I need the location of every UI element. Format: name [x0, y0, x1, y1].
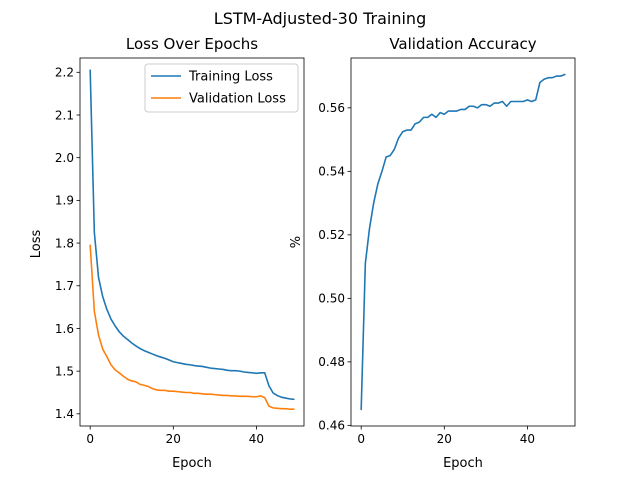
loss-chart-title: Loss Over Epochs	[126, 35, 258, 53]
y-tick-label: 0.50	[318, 292, 345, 306]
x-tick-label: 0	[357, 432, 365, 446]
y-tick-label: 0.48	[318, 355, 345, 369]
y-tick-label: 1.9	[55, 194, 74, 208]
series-line-training-loss	[89, 69, 295, 401]
y-tick-label: 0.52	[318, 228, 345, 242]
accuracy-chart-frame	[350, 57, 576, 427]
y-tick-label: 0.56	[318, 101, 345, 115]
legend: Training Loss Validation Loss	[144, 63, 299, 113]
loss-chart-ylabel: Loss	[29, 230, 44, 259]
y-tick-label: 2.1	[55, 108, 74, 122]
x-tick-label: 40	[249, 432, 264, 446]
x-tick-label: 20	[166, 432, 181, 446]
y-tick-label: 0.54	[318, 165, 345, 179]
x-tick-label: 20	[437, 432, 452, 446]
loss-chart-frame	[79, 57, 305, 427]
loss-chart-xlabel: Epoch	[172, 456, 212, 471]
loss-chart: Loss Over Epochs Epoch Loss 0 20 40 1.4 1.5 1…	[29, 35, 305, 471]
figure-title: LSTM-Adjusted-30 Training	[214, 9, 426, 28]
y-tick-label: 2.0	[55, 151, 74, 165]
y-tick-label: 1.7	[55, 279, 74, 293]
loss-chart-ticks: 0 20 40 1.4 1.5 1.6 1.7 1.8 1.9 2.0 2.1 2.2	[55, 66, 264, 446]
series-line-validation-loss	[89, 244, 295, 410]
y-tick-label: 1.8	[55, 236, 74, 250]
legend-label-validation-loss: Validation Loss	[189, 92, 286, 107]
y-tick-label: 1.5	[55, 364, 74, 378]
y-tick-label: 1.4	[55, 407, 74, 421]
legend-box	[144, 63, 299, 113]
accuracy-chart-xlabel: Epoch	[443, 456, 483, 471]
series-line-accuracy	[360, 73, 566, 411]
y-tick-label: 2.2	[55, 66, 74, 80]
accuracy-chart-ticks: 0 20 40 0.46 0.48 0.50 0.52 0.54 0.56	[318, 101, 535, 446]
accuracy-chart-ylabel: %	[289, 236, 304, 248]
y-tick-label: 0.46	[318, 419, 345, 433]
accuracy-chart-title: Validation Accuracy	[389, 35, 536, 53]
legend-label-training-loss: Training Loss	[188, 70, 273, 85]
x-tick-label: 0	[86, 432, 94, 446]
loss-chart-lines	[89, 69, 295, 410]
y-tick-label: 1.6	[55, 322, 74, 336]
x-tick-label: 40	[520, 432, 535, 446]
accuracy-chart-lines	[360, 73, 566, 411]
accuracy-chart: Validation Accuracy Epoch % 0 20 40 0.46 0.4…	[289, 35, 576, 471]
